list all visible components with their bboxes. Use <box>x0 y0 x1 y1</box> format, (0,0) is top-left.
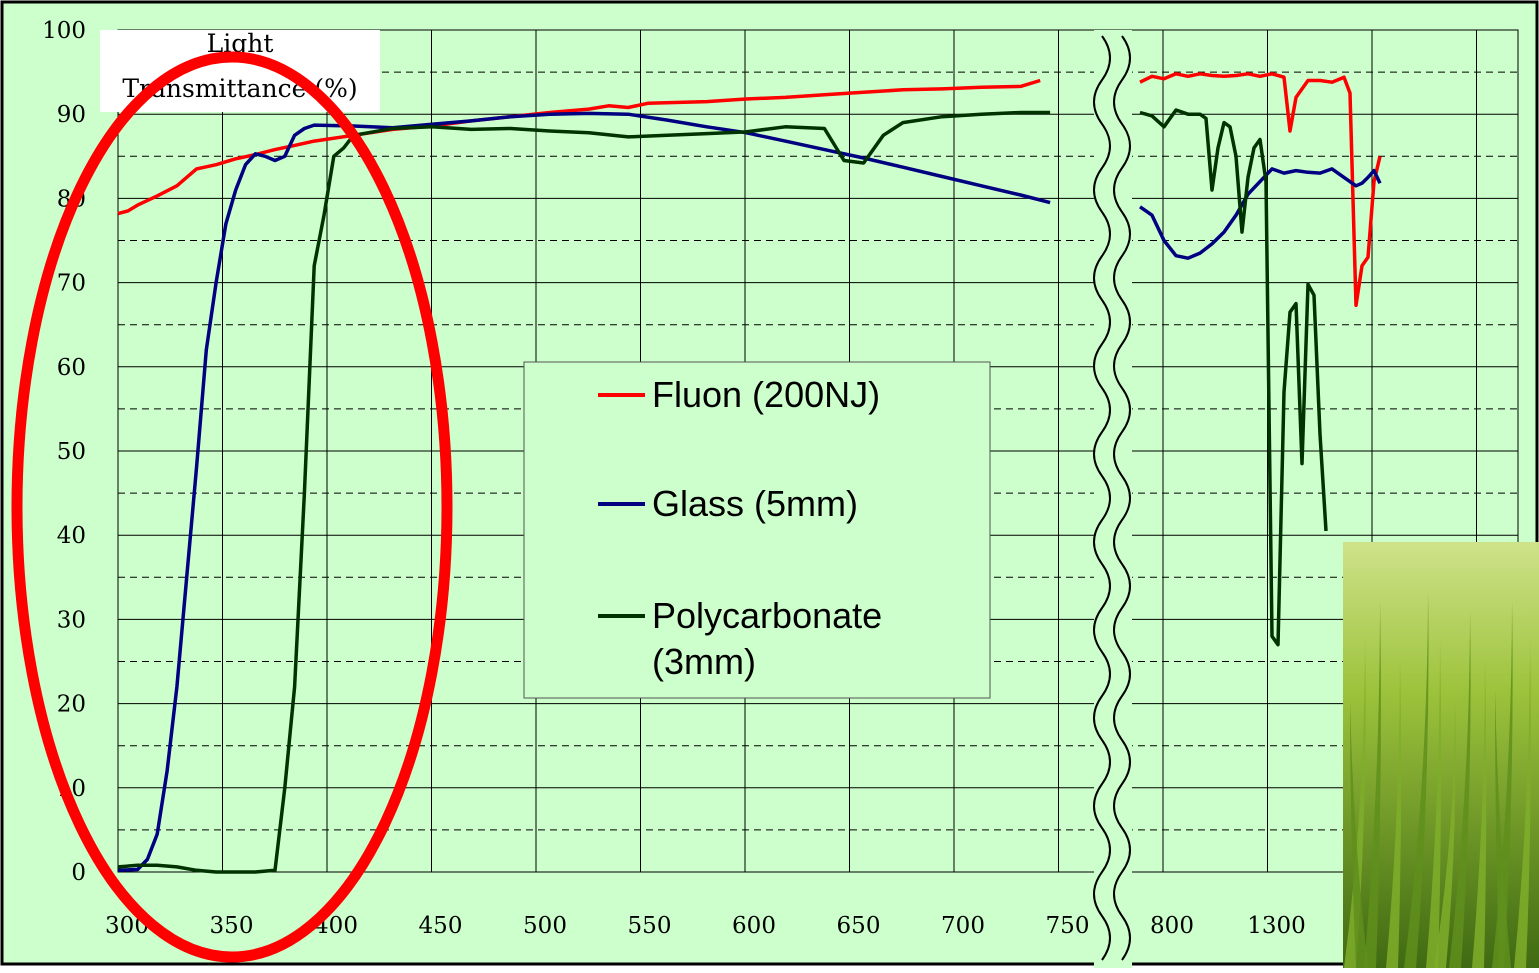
axis-break-wave-left <box>1093 35 1111 961</box>
y-tick-label: 40 <box>57 523 86 549</box>
x-tick-label: 750 <box>1046 913 1090 939</box>
grass-blade <box>1344 640 1366 968</box>
uv-cutoff-highlight-ellipse <box>11 51 453 963</box>
x-tick-label: 450 <box>419 913 463 939</box>
y-tick-label: 20 <box>57 692 86 718</box>
axis-break-symbol <box>1093 30 1132 970</box>
y-tick-label: 100 <box>42 18 86 44</box>
x-tick-label: 650 <box>837 913 881 939</box>
x-tick-label: 600 <box>732 913 776 939</box>
grass-blade <box>1404 590 1429 968</box>
legend: Fluon (200NJ) Glass (5mm) Polycarbonate … <box>523 361 991 699</box>
x-tick-label: 350 <box>210 913 254 939</box>
grass-blade <box>1364 600 1381 968</box>
axis-break-gap <box>1094 30 1132 970</box>
y-tick-label: 50 <box>57 439 86 465</box>
series-line-glass-5mm <box>117 111 1051 873</box>
axis-break-wave-right <box>1113 35 1131 961</box>
grass-blades <box>1344 590 1531 968</box>
grass-blade <box>1514 640 1531 968</box>
grass-blade <box>1449 610 1471 968</box>
y-tick-label: 60 <box>57 355 86 381</box>
grass-blade <box>1426 640 1442 968</box>
legend-label-fluon: Fluon (200NJ) <box>652 374 880 415</box>
series-line-fluon-200nj <box>1139 72 1382 308</box>
legend-label-polycarbonate: Polycarbonate (3mm) <box>652 595 892 682</box>
grass-blade <box>1350 700 1368 968</box>
x-tick-label: 550 <box>628 913 672 939</box>
x-tick-label: 500 <box>523 913 567 939</box>
series-line-polycarbonate-3mm <box>1139 108 1328 647</box>
y-tick-label: 30 <box>57 607 86 633</box>
y-tick-label: 0 <box>71 860 86 886</box>
legend-box <box>523 361 991 699</box>
y-tick-label: 70 <box>57 271 86 297</box>
grass-blade <box>1472 660 1487 968</box>
grass-blade <box>1495 690 1511 968</box>
series-line-glass-5mm <box>1138 167 1382 260</box>
legend-label-glass: Glass (5mm) <box>652 483 858 524</box>
legend-label-polycarbonate-line1: Polycarbonate <box>652 595 882 636</box>
x-tick-label: 700 <box>941 913 985 939</box>
grass-photo <box>1343 542 1539 968</box>
grass-blade <box>1492 600 1513 968</box>
legend-label-polycarbonate-line2: (3mm) <box>652 641 756 682</box>
series-lines <box>117 72 1382 874</box>
grass-blade <box>1434 700 1456 968</box>
grass-blade <box>1386 660 1402 968</box>
y-tick-label: 90 <box>57 102 86 128</box>
series-line-polycarbonate-3mm <box>117 110 1051 874</box>
x-tick-label: 1300 <box>1247 913 1306 939</box>
x-tick-label: 800 <box>1150 913 1194 939</box>
